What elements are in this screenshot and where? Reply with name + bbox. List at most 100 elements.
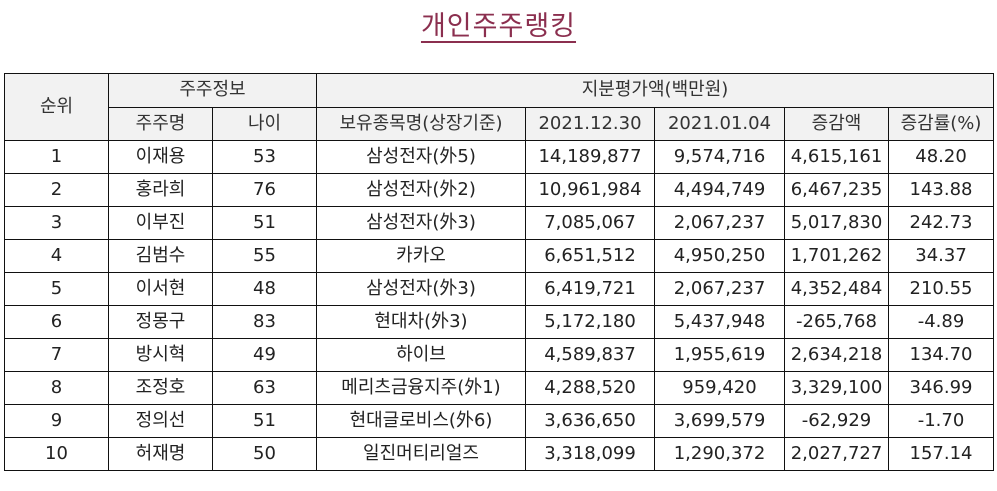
- change-pct-cell: 157.14: [887, 437, 995, 471]
- name-cell: 이서현: [108, 272, 213, 306]
- header-rank: 순위: [4, 73, 109, 141]
- table-row: 5 이서현 48 삼성전자(外3) 6,419,721 2,067,237 4,352,48…: [4, 272, 995, 306]
- change-cell: 6,467,235: [784, 173, 889, 207]
- name-cell: 정몽구: [108, 305, 213, 339]
- age-cell: 50: [212, 437, 317, 471]
- value-2021-12-30-cell: 3,636,650: [525, 404, 655, 438]
- holding-cell: 삼성전자(外2): [316, 173, 526, 207]
- name-cell: 이부진: [108, 206, 213, 240]
- value-2021-01-04-cell: 1,290,372: [654, 437, 785, 471]
- change-pct-cell: 346.99: [887, 371, 995, 405]
- header-equity-value: 지분평가액(백만원): [315, 73, 995, 108]
- name-cell: 홍라희: [108, 173, 213, 207]
- holding-cell: 일진머티리얼즈: [316, 437, 526, 471]
- change-pct-cell: -4.89: [887, 305, 995, 339]
- table-row: 2 홍라희 76 삼성전자(外2) 10,961,984 4,494,749 6,467,2…: [4, 173, 995, 207]
- value-2021-12-30-cell: 10,961,984: [525, 173, 655, 207]
- change-pct-cell: 210.55: [887, 272, 995, 306]
- age-cell: 83: [212, 305, 317, 339]
- change-cell: -62,929: [784, 404, 889, 438]
- header-value-2021-01-04: 2021.01.04: [654, 106, 785, 141]
- header-value-2021-12-30: 2021.12.30: [525, 106, 655, 141]
- change-pct-cell: 134.70: [887, 338, 995, 372]
- age-cell: 51: [212, 206, 317, 240]
- rank-cell: 1: [4, 140, 109, 174]
- change-pct-cell: 34.37: [887, 239, 995, 273]
- table-row: 3 이부진 51 삼성전자(外3) 7,085,067 2,067,237 5,017,83…: [4, 206, 995, 240]
- holding-cell: 현대차(外3): [316, 305, 526, 339]
- holding-cell: 하이브: [316, 338, 526, 372]
- table-row: 9 정의선 51 현대글로비스(外6) 3,636,650 3,699,579 -62,92…: [4, 404, 995, 438]
- holding-cell: 메리츠금융지주(外1): [316, 371, 526, 405]
- name-cell: 정의선: [108, 404, 213, 438]
- name-cell: 허재명: [108, 437, 213, 471]
- table-row: 1 이재용 53 삼성전자(外5) 14,189,877 9,574,716 4,615,1…: [4, 140, 995, 174]
- age-cell: 53: [212, 140, 317, 174]
- header-age: 나이: [212, 106, 317, 141]
- name-cell: 조정호: [108, 371, 213, 405]
- change-cell: 1,701,262: [784, 239, 889, 273]
- table-row: 6 정몽구 83 현대차(外3) 5,172,180 5,437,948 -265,768-…: [4, 305, 995, 339]
- header-row-top: 순위 주주정보 지분평가액(백만원): [4, 73, 995, 141]
- header-shareholder-info: 주주정보: [108, 73, 317, 108]
- change-cell: 5,017,830: [784, 206, 889, 240]
- holding-cell: 현대글로비스(外6): [316, 404, 526, 438]
- value-2021-01-04-cell: 2,067,237: [654, 206, 785, 240]
- value-2021-01-04-cell: 4,950,250: [654, 239, 785, 273]
- age-cell: 76: [212, 173, 317, 207]
- change-cell: 4,615,161: [784, 140, 889, 174]
- header-change: 증감액: [784, 106, 889, 141]
- holding-cell: 삼성전자(外5): [316, 140, 526, 174]
- change-pct-cell: -1.70: [887, 404, 995, 438]
- name-cell: 방시혁: [108, 338, 213, 372]
- header-holding: 보유종목명(상장기준): [316, 106, 526, 141]
- age-cell: 55: [212, 239, 317, 273]
- change-pct-cell: 48.20: [887, 140, 995, 174]
- page-title: 개인주주랭킹: [420, 11, 577, 42]
- change-cell: 4,352,484: [784, 272, 889, 306]
- rank-cell: 6: [4, 305, 109, 339]
- rank-cell: 8: [4, 371, 109, 405]
- value-2021-12-30-cell: 6,651,512: [525, 239, 655, 273]
- change-cell: 3,329,100: [784, 371, 889, 405]
- name-cell: 이재용: [108, 140, 213, 174]
- value-2021-01-04-cell: 959,420: [654, 371, 785, 405]
- change-cell: 2,027,727: [784, 437, 889, 471]
- value-2021-12-30-cell: 5,172,180: [525, 305, 655, 339]
- change-pct-cell: 242.73: [887, 206, 995, 240]
- header-change-pct: 증감률(%): [887, 106, 995, 141]
- value-2021-01-04-cell: 3,699,579: [654, 404, 785, 438]
- rank-cell: 9: [4, 404, 109, 438]
- rank-cell: 10: [4, 437, 109, 471]
- change-cell: -265,768: [784, 305, 889, 339]
- name-cell: 김범수: [108, 239, 213, 273]
- rank-cell: 3: [4, 206, 109, 240]
- table-row: 8 조정호 63 메리츠금융지주(外1) 4,288,520 959,420 3,329,1…: [4, 371, 995, 405]
- age-cell: 49: [212, 338, 317, 372]
- header-name: 주주명: [108, 106, 213, 141]
- rank-cell: 2: [4, 173, 109, 207]
- value-2021-01-04-cell: 9,574,716: [654, 140, 785, 174]
- age-cell: 63: [212, 371, 317, 405]
- value-2021-12-30-cell: 14,189,877: [525, 140, 655, 174]
- table-row: 10 허재명 50 일진머티리얼즈 3,318,099 1,290,372 2,027,72…: [4, 437, 995, 471]
- value-2021-01-04-cell: 5,437,948: [654, 305, 785, 339]
- table-row: 7 방시혁 49 하이브 4,589,837 1,955,619 2,634,218 134.…: [4, 338, 995, 372]
- age-cell: 48: [212, 272, 317, 306]
- rank-cell: 4: [4, 239, 109, 273]
- value-2021-01-04-cell: 2,067,237: [654, 272, 785, 306]
- value-2021-12-30-cell: 4,288,520: [525, 371, 655, 405]
- rank-cell: 7: [4, 338, 109, 372]
- table-row: 4 김범수 55 카카오 6,651,512 4,950,250 1,701,262 34.3…: [4, 239, 995, 273]
- value-2021-12-30-cell: 3,318,099: [525, 437, 655, 471]
- value-2021-12-30-cell: 4,589,837: [525, 338, 655, 372]
- change-cell: 2,634,218: [784, 338, 889, 372]
- value-2021-01-04-cell: 4,494,749: [654, 173, 785, 207]
- holding-cell: 삼성전자(外3): [316, 272, 526, 306]
- change-pct-cell: 143.88: [887, 173, 995, 207]
- value-2021-12-30-cell: 7,085,067: [525, 206, 655, 240]
- age-cell: 51: [212, 404, 317, 438]
- holding-cell: 카카오: [316, 239, 526, 273]
- shareholder-ranking-table: 순위 주주정보 지분평가액(백만원) 주주명 나이 보유종목명(상장기준) 20…: [4, 73, 995, 471]
- value-2021-01-04-cell: 1,955,619: [654, 338, 785, 372]
